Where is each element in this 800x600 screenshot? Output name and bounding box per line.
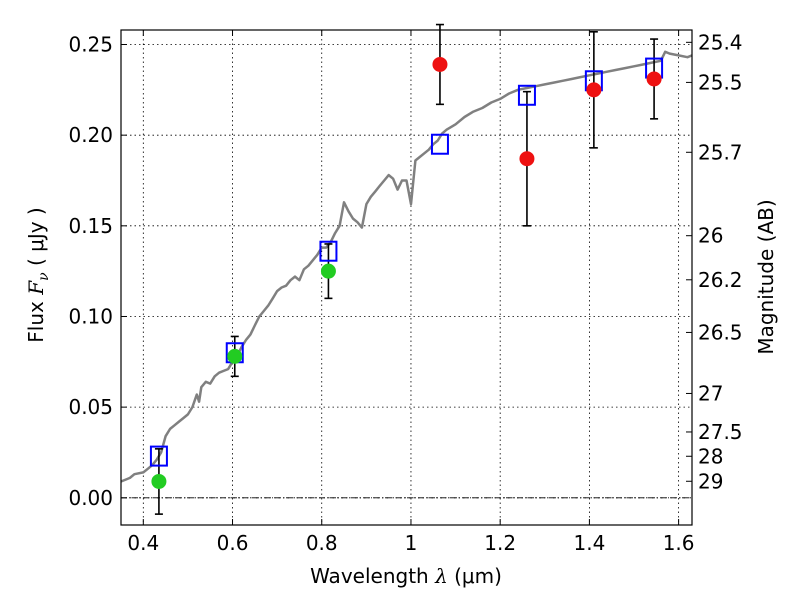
ticks-layer: 0.4 0.6 0.8 1 1.2 1.4 1.6 0.00 0.05 0.10 0.15 0.20 0… [68, 30, 743, 555]
x-tick-label: 1.6 [663, 531, 695, 555]
y-tick-label: 0.10 [68, 304, 113, 328]
series-layer [120, 23, 693, 515]
photometry-point [586, 82, 602, 98]
y-tick-label: 0.05 [68, 395, 113, 419]
x-axis-title-prefix: Wavelength [310, 564, 435, 588]
y-tick-label: 0.15 [68, 214, 113, 238]
x-tick-label: 1.4 [573, 531, 605, 555]
detection-point [227, 348, 243, 364]
x-axis-title-unit: (μm) [448, 564, 502, 588]
x-tick-label: 0.8 [306, 531, 338, 555]
detection-point [320, 263, 336, 279]
x-tick-label: 0.4 [127, 531, 159, 555]
y2-tick-label: 26 [698, 224, 723, 248]
model-photometry-square [319, 240, 338, 262]
y2-tick-label: 25.5 [698, 70, 743, 94]
model-photometry-square [517, 84, 536, 106]
y-tick-label: 0.25 [68, 33, 113, 57]
plot-frame [120, 29, 693, 526]
detection-point [151, 473, 167, 489]
y-axis-title-subscript: ν [36, 272, 52, 281]
x-tick-label: 1 [405, 531, 418, 555]
x-axis-title: Wavelength λ (μm) [310, 564, 502, 588]
y2-tick-label: 26.5 [698, 320, 743, 344]
y2-tick-label: 26.2 [698, 268, 743, 292]
x-tick-label: 1.2 [484, 531, 516, 555]
y2-tick-label: 27.5 [698, 420, 743, 444]
y2-tick-label: 25.4 [698, 30, 743, 54]
y-tick-label: 0.00 [68, 486, 113, 510]
y-axis-title-symbol: F [24, 280, 48, 296]
y-axis-title-unit: ( μJy ) [24, 207, 48, 272]
y2-tick-label: 28 [698, 444, 723, 468]
y-axis-title: Flux Fν ( μJy ) [24, 207, 52, 342]
sed-model-line [120, 50, 693, 483]
y2-tick-label: 25.7 [698, 140, 743, 164]
y2-tick-label: 27 [698, 381, 723, 405]
x-tick-label: 0.6 [217, 531, 249, 555]
photometry-point [646, 71, 662, 87]
y2-axis-title: Magnitude (AB) [754, 199, 778, 354]
y-tick-label: 0.20 [68, 123, 113, 147]
y-axis-title-prefix: Flux [24, 295, 48, 343]
grid-layer [121, 30, 692, 525]
photometry-point [519, 151, 535, 167]
model-photometry-square [149, 445, 168, 467]
y2-tick-label: 29 [698, 469, 723, 493]
x-axis-title-symbol: λ [434, 564, 448, 588]
photometry-point [432, 56, 448, 72]
model-photometry-square [430, 133, 449, 155]
